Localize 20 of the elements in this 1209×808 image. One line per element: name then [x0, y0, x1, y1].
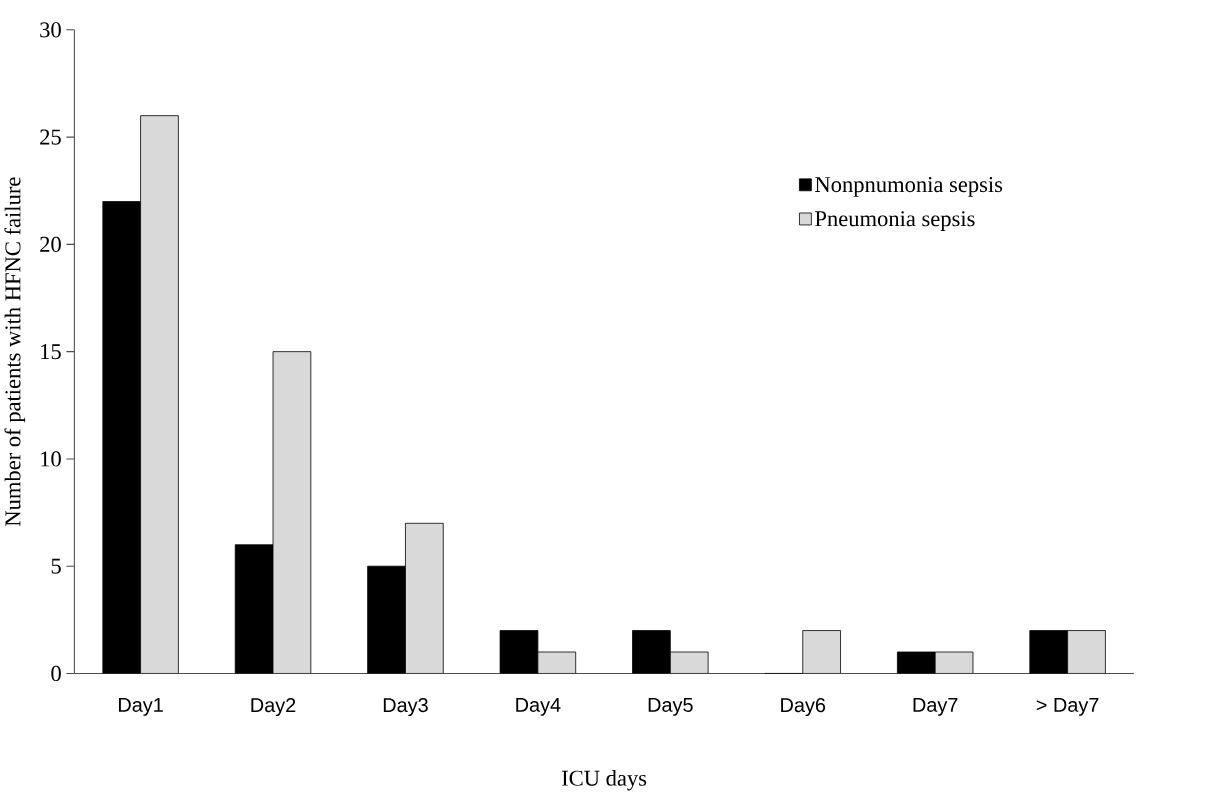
- x-tick-label: Day2: [251, 698, 296, 717]
- x-tick-label: Day5: [648, 698, 693, 716]
- y-tick-label: 0: [51, 665, 61, 682]
- x-tick-label: Day4: [516, 698, 561, 716]
- y-tick-label: 25: [40, 129, 61, 145]
- x-tick-label: Day3: [383, 698, 428, 717]
- x-tick-label: Day1: [118, 698, 163, 716]
- bar: [802, 630, 841, 674]
- y-tick-label: 30: [40, 22, 61, 38]
- x-tick-label: Day7: [913, 698, 958, 716]
- y-axis-title: Number of patients with HFNC failure: [4, 177, 26, 527]
- y-tick-label: 15: [41, 344, 61, 360]
- x-tick-label: Day6: [781, 698, 826, 717]
- legend-label: Pneumonia sepsis: [815, 211, 975, 232]
- x-axis-title: ICU days: [562, 770, 647, 791]
- legend-label: Nonpnumonia sepsis: [815, 177, 1003, 197]
- y-tick-label: 10: [41, 451, 61, 467]
- x-tick-label: > Day7: [1036, 698, 1099, 716]
- y-tick-label: 5: [51, 558, 61, 574]
- y-tick-label: 20: [40, 236, 61, 253]
